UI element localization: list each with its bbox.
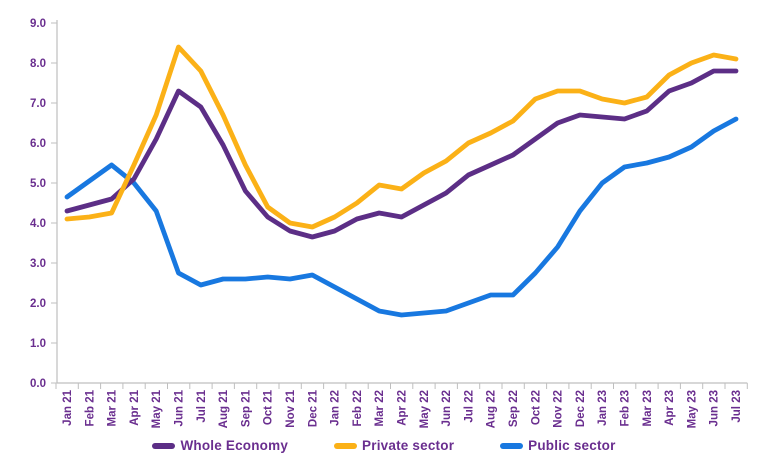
x-axis-label: Feb 23 (620, 390, 632, 426)
x-axis-label: Jan 23 (597, 390, 609, 426)
x-axis-label: Apr 23 (664, 390, 676, 426)
x-axis-label: Nov 21 (285, 389, 297, 427)
legend-item-public-sector: Public sector (500, 438, 615, 453)
whole-economy-line-swatch (152, 442, 176, 449)
y-axis-label: 4.0 (30, 218, 46, 230)
x-axis-label: Feb 22 (352, 390, 364, 426)
x-axis-label: Sep 21 (240, 389, 252, 427)
legend-item-whole-economy: Whole Economy (152, 438, 288, 453)
line-chart-plot-area: 0.0 1.0 2.0 3.0 4.0 5.0 6.0 7.0 8.0 9.0 Jan 21 Feb … (30, 18, 748, 428)
x-axis-label: Sep 22 (508, 390, 520, 427)
x-axis-label: Feb 21 (84, 389, 96, 426)
legend-label-whole-economy: Whole Economy (180, 438, 289, 453)
y-axis-label: 0.0 (30, 378, 46, 390)
x-axis-label: Jun 23 (709, 390, 721, 426)
x-axis-label: May 22 (419, 390, 431, 428)
x-axis-label: Jul 21 (196, 389, 208, 422)
y-axis-label: 6.0 (30, 138, 46, 150)
public-sector-line-swatch (500, 442, 524, 449)
legend-item-private-sector: Private sector (334, 438, 454, 453)
x-axis-label: Jan 22 (330, 390, 342, 426)
y-axis-label: 8.0 (30, 58, 46, 70)
legend-label-public-sector: Public sector (528, 438, 616, 453)
x-axis-label: Apr 22 (397, 390, 409, 426)
legend-label-private-sector: Private sector (362, 438, 455, 453)
x-axis-label: Mar 22 (374, 390, 386, 426)
y-axis-label: 2.0 (30, 298, 46, 310)
x-axis-label: May 21 (151, 389, 163, 428)
x-axis-label: Dec 22 (575, 390, 587, 427)
x-axis-label: Nov 22 (553, 390, 565, 428)
x-axis-label: Jul 22 (463, 390, 475, 423)
y-axis-label: 1.0 (30, 338, 46, 350)
x-axis-label: Jun 21 (174, 389, 186, 426)
x-axis-label: Oct 22 (530, 390, 542, 425)
x-axis-label: Oct 21 (263, 389, 275, 425)
x-axis-label: Jul 23 (731, 390, 743, 423)
x-axis-label: Mar 21 (107, 389, 119, 426)
series-line-public-sector (64, 116, 739, 318)
x-axis-label: Apr 21 (129, 389, 141, 425)
x-axis-label: Jun 22 (441, 390, 453, 426)
y-axis-label: 7.0 (30, 98, 46, 110)
private-sector-line-swatch (334, 442, 358, 449)
series-line-private-sector (64, 44, 739, 230)
chart-legend: Whole Economy Private sector Public sect… (0, 438, 768, 453)
x-axis-label: Aug 21 (218, 389, 230, 428)
x-axis-label: Mar 23 (642, 390, 654, 426)
y-axis-label: 5.0 (30, 178, 46, 190)
series-line-whole-economy (64, 68, 739, 240)
x-axis-label: May 23 (686, 390, 698, 428)
x-axis-label: Aug 22 (486, 390, 498, 428)
x-axis-label: Jan 21 (62, 389, 74, 425)
y-axis-label: 9.0 (30, 18, 46, 30)
y-axis-label: 3.0 (30, 258, 46, 270)
x-axis-label: Dec 21 (307, 389, 319, 427)
